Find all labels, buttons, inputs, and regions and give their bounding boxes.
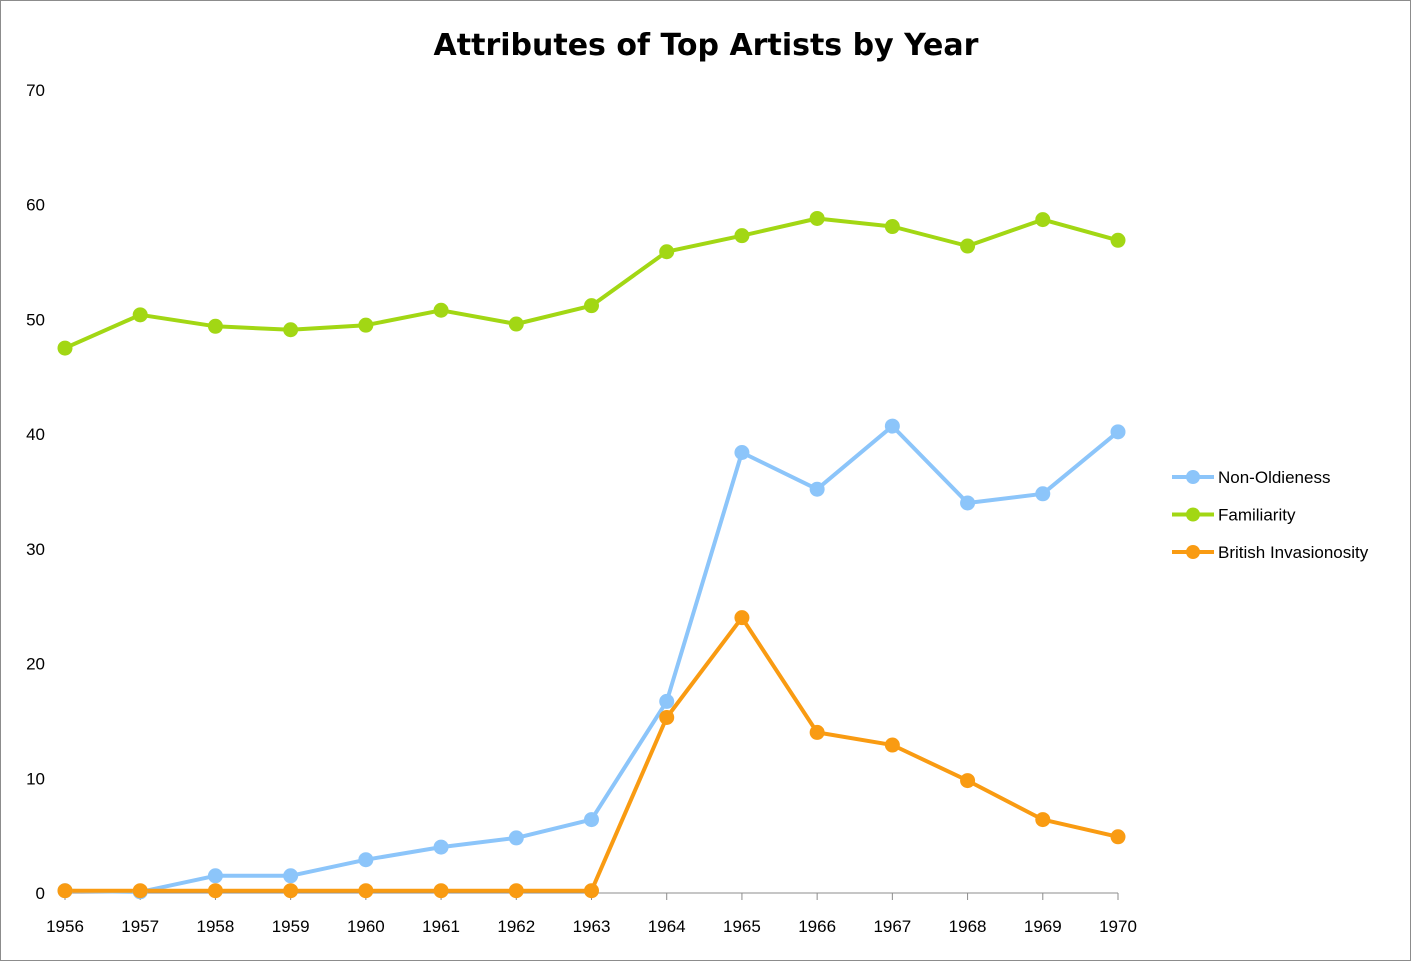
data-point — [283, 883, 299, 899]
data-point — [960, 773, 976, 789]
series-points — [57, 210, 1126, 900]
data-point — [1110, 829, 1126, 845]
data-point — [1035, 486, 1051, 502]
data-point — [508, 883, 524, 899]
y-tick-labels: 0 10 20 30 40 50 60 70 — [26, 81, 45, 903]
y-tick-label: 20 — [26, 655, 45, 674]
data-point — [57, 340, 73, 356]
data-point — [584, 298, 599, 314]
x-tick-label: 1956 — [46, 917, 84, 936]
data-point — [1110, 424, 1126, 440]
chart-title: Attributes of Top Artists by Year — [434, 28, 979, 63]
y-tick-label: 60 — [26, 196, 45, 215]
x-tick-label: 1958 — [197, 917, 235, 936]
legend: Non-Oldieness Familiarity British Invasion… — [1172, 468, 1369, 562]
data-point — [884, 219, 900, 235]
x-tick-label: 1964 — [648, 917, 686, 936]
x-tick-label: 1961 — [422, 917, 460, 936]
x-tick-label: 1963 — [573, 917, 611, 936]
x-tick-label: 1970 — [1099, 917, 1137, 936]
data-point — [508, 830, 524, 846]
data-point — [734, 610, 750, 626]
data-point — [358, 317, 374, 333]
data-point — [1110, 232, 1126, 248]
x-tick-labels: 1956 1957 1958 1959 1960 1961 1962 1963 1964 1965… — [46, 917, 1137, 936]
data-point — [358, 852, 374, 868]
x-tick-label: 1969 — [1024, 917, 1062, 936]
x-tick-label: 1968 — [949, 917, 987, 936]
legend-marker — [1186, 507, 1200, 522]
x-tick-label: 1962 — [497, 917, 535, 936]
x-tick-label: 1957 — [121, 917, 159, 936]
data-point — [132, 307, 148, 323]
data-point — [809, 481, 825, 497]
legend-label: Familiarity — [1218, 506, 1296, 525]
data-point — [1035, 812, 1051, 828]
data-point — [734, 444, 750, 460]
legend-marker — [1186, 545, 1200, 559]
data-point — [207, 318, 223, 334]
x-tick-label: 1960 — [347, 917, 385, 936]
series-line-2 — [63, 615, 1120, 893]
legend-label: Non-Oldieness — [1218, 468, 1330, 487]
data-point — [809, 210, 825, 226]
data-point — [508, 316, 524, 332]
data-point — [433, 883, 449, 899]
data-point — [960, 238, 976, 254]
y-tick-label: 10 — [26, 769, 45, 788]
series-lines — [63, 216, 1120, 894]
data-point — [283, 322, 299, 338]
data-point — [358, 883, 374, 899]
series-line-1 — [63, 216, 1120, 351]
data-point — [433, 839, 449, 855]
x-tick-label: 1967 — [873, 917, 911, 936]
data-point — [207, 883, 223, 899]
data-point — [207, 868, 223, 884]
data-point — [433, 302, 449, 318]
legend-label: British Invasionosity — [1218, 543, 1369, 562]
data-point — [57, 883, 73, 899]
data-point — [809, 724, 825, 740]
data-point — [659, 709, 675, 725]
y-tick-label: 50 — [26, 310, 45, 329]
x-tick-label: 1966 — [798, 917, 836, 936]
data-point — [734, 228, 750, 244]
x-tick-label: 1965 — [723, 917, 761, 936]
data-point — [584, 883, 599, 899]
y-tick-label: 70 — [26, 81, 45, 100]
legend-marker — [1186, 470, 1200, 484]
data-point — [132, 883, 148, 899]
data-point — [884, 418, 900, 434]
y-tick-label: 40 — [26, 425, 45, 444]
data-point — [960, 495, 976, 511]
data-point — [283, 868, 299, 884]
data-point — [884, 737, 900, 753]
data-point — [584, 812, 599, 828]
y-tick-label: 0 — [36, 884, 45, 903]
y-tick-label: 30 — [26, 540, 45, 559]
data-point — [1035, 212, 1051, 228]
data-point — [659, 244, 675, 260]
x-tick-label: 1959 — [272, 917, 310, 936]
data-point — [659, 693, 675, 709]
